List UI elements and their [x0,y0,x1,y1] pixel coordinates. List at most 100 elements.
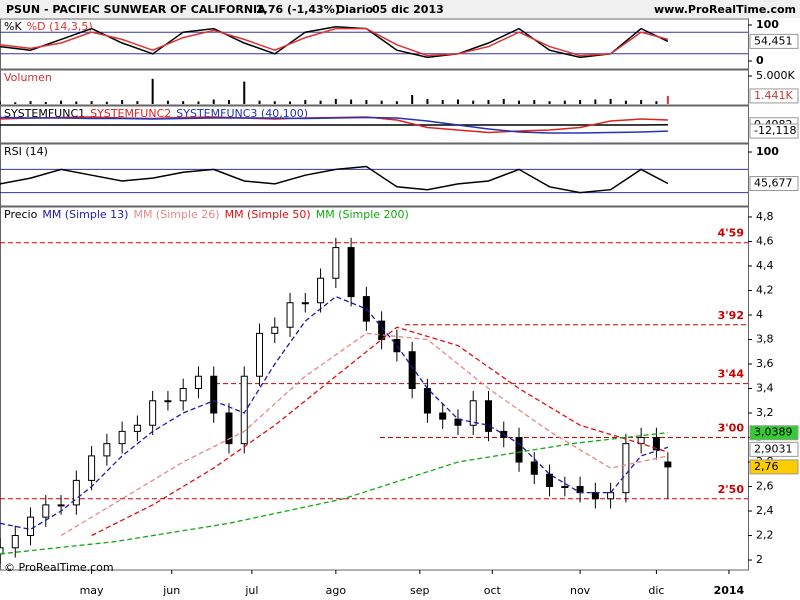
last-value-label: 2,76 [754,460,779,473]
volume-bar [289,101,292,104]
candle-body [484,400,492,432]
y-tick-label: 4,2 [756,283,774,296]
candle-body [149,400,157,426]
candle-body [256,332,264,377]
legend-entry: MM (Simple 50) [225,208,311,221]
volume-bar [502,98,505,104]
volume-bar [640,100,643,104]
candle-body [576,486,584,494]
volume-bar [121,100,124,104]
panel-frame [0,143,749,207]
y-tick-label: 2,4 [756,504,774,517]
last-value-label: -12,118 [754,124,796,137]
legend-entry: %D (14,3,5) [27,20,93,33]
candle-body [164,400,172,403]
volume-bar [105,101,108,104]
volume-bar [441,100,444,104]
candle-body [133,424,141,432]
site: www.ProRealTime.com [654,3,796,16]
volume-bar [273,101,276,104]
candle-body [408,351,416,389]
volume-bar [0,101,1,104]
volume-bar [136,101,139,104]
series-line [0,116,668,134]
candle-body [210,375,218,414]
volume-bar [166,100,169,104]
volume-bar [548,101,551,104]
volume-bar [182,101,185,104]
y-tick-label: 2 [756,553,763,566]
volume-bar [456,99,459,104]
volume-bar [29,101,32,104]
candle-body [88,455,96,481]
candle-body [11,535,19,549]
panel-title: Precio [4,208,38,221]
volume-bar [350,99,353,104]
y-tick-label: 4,4 [756,259,774,272]
date: 05 dic 2013 [372,3,444,16]
series-line [0,26,669,59]
period: Diario [336,3,374,16]
legend-entry: MM (Simple 200) [316,208,409,221]
y-tick-label: 4,8 [756,210,774,223]
candle-body [57,504,65,507]
y-tick-label: 3,2 [756,406,774,419]
candle-body [454,418,462,426]
volume-bar [212,99,215,104]
candle-body [546,473,554,488]
series-line [0,27,669,57]
candle-body [393,338,401,353]
header-bar [0,0,800,18]
series-line [91,326,669,537]
last-value-box [749,425,799,441]
candle-body [664,461,672,468]
y-tick-label: 3,8 [756,332,774,345]
quote: 2,76 (-1,43%) [256,3,340,16]
copyright: © ProRealTime.com [4,561,114,574]
last-value-box [749,33,799,49]
legend-entry: MM (Simple 13) [42,208,128,221]
y-tick-label: 4 [756,308,763,321]
volume-bar [258,100,261,104]
last-value-box [749,459,799,475]
candle-body [607,492,615,500]
legend-entry: %K [4,20,22,33]
volume-bar [380,100,383,104]
candle-body [530,461,538,475]
volume-bar [151,78,154,104]
x-tick-label: oct [484,584,502,597]
x-tick-label: jul [244,584,258,597]
x-tick-label: dic [648,584,664,597]
volume-bar [227,100,230,104]
candle-body [423,388,431,414]
volume-bar [487,100,490,104]
volume-bar [666,95,669,104]
volume-bar [243,81,246,104]
candle-body [622,443,630,494]
volume-bar [14,102,17,104]
volume-bar [579,100,582,104]
panel-frame [0,69,749,106]
volume-bar [90,101,93,104]
candle-body [118,430,126,445]
legend-entry: MM (Simple 26) [133,208,219,221]
volume-bar [533,100,536,104]
y-tick-label: 3,6 [756,357,774,370]
level-label: 3'00 [718,422,745,435]
candle-body [179,388,187,402]
x-tick-label: nov [570,584,591,597]
volume-bar [563,100,566,104]
panel-title: Volumen [4,71,52,84]
candle-body [469,400,477,426]
candle-body [271,326,279,334]
candle-body [27,516,35,537]
candle-body [439,412,447,420]
volume-bar [304,100,307,104]
symbol: PSUN - PACIFIC SUNWEAR OF CALIFORNIA [6,3,266,16]
x-tick-label: 2014 [714,584,745,597]
series-line [0,431,668,555]
last-value-box [749,176,799,192]
